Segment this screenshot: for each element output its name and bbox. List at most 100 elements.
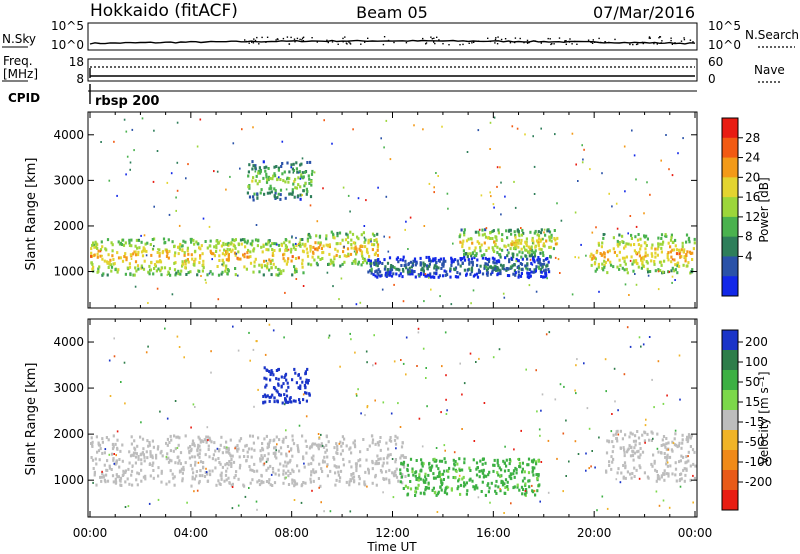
heatmap-cell xyxy=(670,260,673,264)
heatmap-cell xyxy=(275,435,278,439)
heatmap-cell xyxy=(682,468,685,472)
heatmap-cell xyxy=(463,457,466,461)
heatmap-cell xyxy=(265,377,268,381)
heatmap-cell xyxy=(365,199,367,202)
heatmap-cell xyxy=(523,476,526,480)
heatmap-cell xyxy=(508,474,511,478)
heatmap-cell xyxy=(365,261,369,265)
heatmap-cell xyxy=(660,233,664,237)
heatmap-cell xyxy=(580,243,582,246)
heatmap-cell xyxy=(273,242,276,246)
heatmap-cell xyxy=(634,439,637,443)
noise-search-point xyxy=(331,41,334,43)
heatmap-cell xyxy=(278,268,281,272)
heatmap-cell xyxy=(496,458,499,462)
heatmap-cell xyxy=(126,155,129,158)
heatmap-cell xyxy=(253,260,256,264)
heatmap-cell xyxy=(437,467,440,471)
heatmap-cell xyxy=(545,264,548,268)
heatmap-cell xyxy=(150,261,153,265)
heatmap-cell xyxy=(269,176,272,180)
heatmap-cell xyxy=(175,196,177,199)
heatmap-cell xyxy=(484,461,487,465)
heatmap-cell xyxy=(433,476,436,480)
heatmap-cell xyxy=(549,235,552,239)
heatmap-cell xyxy=(544,271,547,275)
heatmap-cell xyxy=(296,444,299,448)
heatmap-cell xyxy=(650,246,653,250)
heatmap-cell xyxy=(353,246,356,250)
heatmap-cell xyxy=(227,463,230,467)
heatmap-cell xyxy=(616,243,619,246)
heatmap-cell xyxy=(196,273,199,277)
heatmap-cell xyxy=(159,410,161,413)
heatmap-cell xyxy=(496,245,499,249)
heatmap-cell xyxy=(304,242,307,246)
heatmap-cell xyxy=(178,469,182,473)
heatmap-cell xyxy=(544,268,547,272)
heatmap-cell xyxy=(514,233,517,237)
heatmap-cell xyxy=(118,465,121,469)
heatmap-cell xyxy=(345,254,348,258)
heatmap-cell xyxy=(657,268,660,272)
heatmap-cell xyxy=(543,231,545,234)
heatmap-cell xyxy=(470,260,473,264)
heatmap-cell xyxy=(421,445,424,448)
heatmap-cell xyxy=(646,432,649,436)
heatmap-cell xyxy=(656,447,659,450)
heatmap-cell xyxy=(267,466,270,470)
heatmap-cell xyxy=(267,452,270,456)
heatmap-cell xyxy=(687,236,691,240)
heatmap-cell xyxy=(280,375,283,379)
heatmap-cell xyxy=(635,261,639,265)
heatmap-cell xyxy=(224,463,227,467)
heatmap-cell xyxy=(663,452,666,455)
heatmap-cell xyxy=(310,263,313,267)
heatmap-cell xyxy=(116,447,119,451)
heatmap-cell xyxy=(374,473,377,477)
heatmap-cell xyxy=(682,250,685,254)
heatmap-cell xyxy=(225,447,228,451)
heatmap-cell xyxy=(192,238,195,242)
heatmap-cell xyxy=(147,444,150,448)
heatmap-cell xyxy=(505,268,508,272)
heatmap-cell xyxy=(429,259,433,263)
heatmap-cell xyxy=(480,243,483,247)
heatmap-cell xyxy=(417,331,420,334)
heatmap-cell xyxy=(303,244,306,248)
heatmap-cell xyxy=(435,265,438,269)
heatmap-cell xyxy=(574,389,576,392)
heatmap-cell xyxy=(357,197,360,200)
heatmap-cell xyxy=(654,251,657,255)
heatmap-cell xyxy=(556,457,558,460)
heatmap-cell xyxy=(170,459,173,463)
heatmap-cell xyxy=(563,385,565,388)
heatmap-cell xyxy=(500,238,503,242)
heatmap-cell xyxy=(370,240,372,243)
heatmap-cell xyxy=(105,248,108,252)
heatmap-cell xyxy=(234,273,237,277)
heatmap-cell xyxy=(178,346,181,348)
heatmap-cell xyxy=(299,177,302,180)
heatmap-cell xyxy=(374,274,377,278)
heatmap-cell xyxy=(196,448,199,452)
heatmap-cell xyxy=(375,258,378,262)
heatmap-cell xyxy=(623,454,626,458)
heatmap-cell xyxy=(283,376,286,379)
heatmap-cell xyxy=(506,487,510,491)
heatmap-cell xyxy=(247,185,250,189)
time-tick-label: 08:00 xyxy=(274,526,309,540)
heatmap-cell xyxy=(443,457,446,461)
heatmap-cell xyxy=(488,486,491,490)
heatmap-cell xyxy=(466,489,469,493)
heatmap-cell xyxy=(223,479,226,483)
noise-search-label: N.Search xyxy=(745,28,799,42)
heatmap-cell xyxy=(512,272,515,276)
heatmap-cell xyxy=(408,266,411,270)
heatmap-cell xyxy=(468,246,471,250)
heatmap-cell xyxy=(255,340,258,343)
heatmap-cell xyxy=(157,466,160,470)
heatmap-cell xyxy=(208,244,211,248)
heatmap-cell xyxy=(643,471,646,475)
heatmap-cell xyxy=(518,266,521,270)
